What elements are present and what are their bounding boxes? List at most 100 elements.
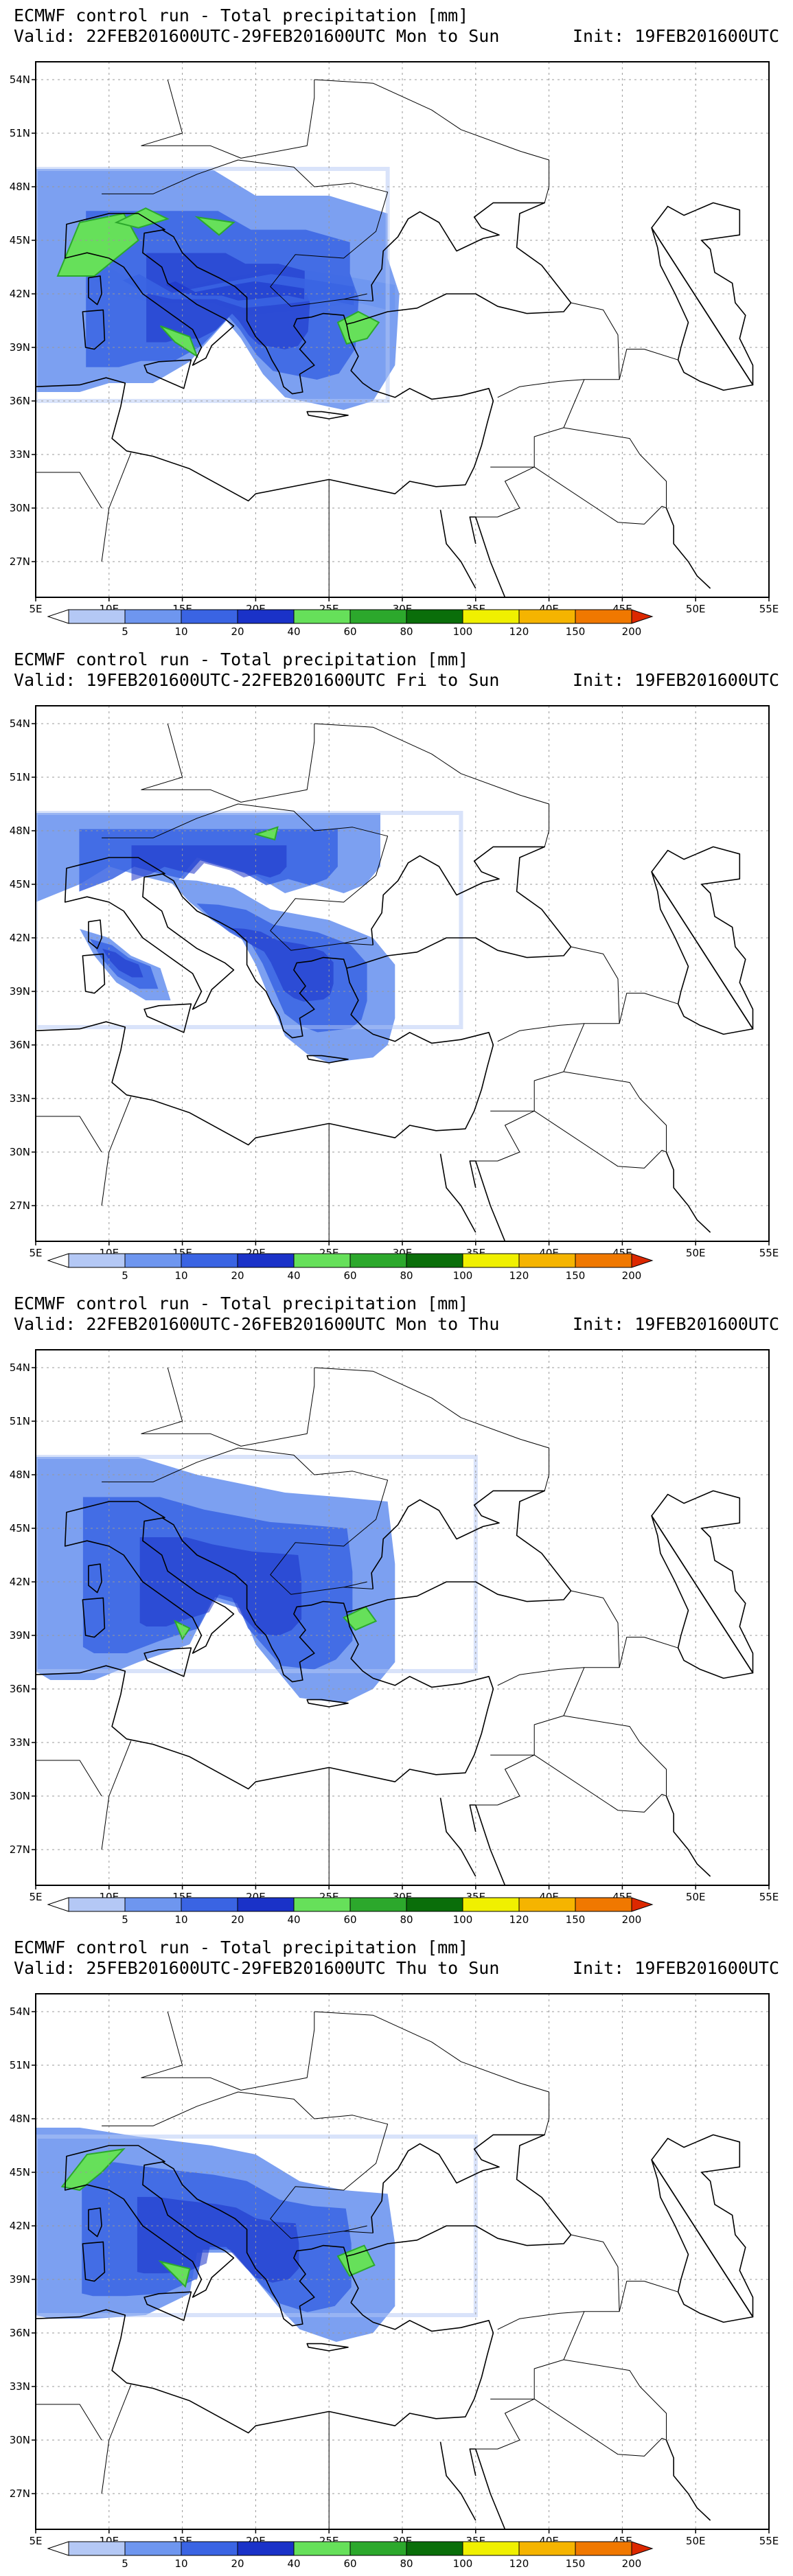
- lat-label: 42N: [10, 2220, 30, 2232]
- lat-label: 42N: [10, 1576, 30, 1588]
- lat-label: 48N: [10, 181, 30, 193]
- precip-field: [36, 2128, 478, 2342]
- map-panel: ECMWF control run - Total precipitation …: [0, 644, 793, 1288]
- valid-period: Valid: 25FEB201600UTC-29FEB201600UTC Thu…: [14, 1958, 500, 1978]
- lon-label: 5E: [29, 2535, 42, 2547]
- country-borders: [36, 1367, 678, 1885]
- lon-label: 50E: [686, 603, 706, 615]
- lat-label: 30N: [10, 2434, 30, 2446]
- legend-swatch: [237, 609, 295, 624]
- lat-label: 36N: [10, 2327, 30, 2339]
- legend-label: 120: [509, 1913, 529, 1926]
- lon-label: 50E: [686, 1891, 706, 1903]
- legend-label: 100: [453, 1269, 473, 1282]
- lat-label: 30N: [10, 1790, 30, 1802]
- legend-swatch: [462, 2541, 520, 2556]
- coastlines: [36, 2134, 754, 2529]
- lat-label: 33N: [10, 2380, 30, 2393]
- legend-label: 80: [400, 625, 413, 638]
- lat-label: 51N: [10, 771, 30, 783]
- legend-swatch: [349, 609, 407, 624]
- panel-title: ECMWF control run - Total precipitation …: [14, 1293, 469, 1313]
- legend-label: 60: [343, 1269, 356, 1282]
- lat-label: 48N: [10, 2113, 30, 2125]
- legend-swatch: [518, 2541, 576, 2556]
- lon-label: 5E: [29, 1891, 42, 1903]
- color-legend: 5 10 20 40 60 80 100 120 150 200: [47, 609, 654, 638]
- lon-label: 5E: [29, 1247, 42, 1259]
- lat-label: 39N: [10, 985, 30, 998]
- lat-label: 45N: [10, 1522, 30, 1534]
- coastlines: [36, 1490, 754, 1885]
- country-borders: [36, 79, 678, 597]
- legend-label: 10: [174, 625, 187, 638]
- valid-period: Valid: 19FEB201600UTC-22FEB201600UTC Fri…: [14, 670, 500, 690]
- legend-label: 80: [400, 2557, 413, 2570]
- lon-label: 50E: [686, 1247, 706, 1259]
- legend-swatch: [518, 1253, 576, 1268]
- legend-swatch: [462, 609, 520, 624]
- lat-label: 39N: [10, 1629, 30, 1642]
- legend-label: 150: [566, 625, 586, 638]
- legend-swatch: [293, 2541, 351, 2556]
- legend-label: 150: [566, 1269, 586, 1282]
- legend-label: 60: [343, 1913, 356, 1926]
- legend-label: 100: [453, 2557, 473, 2570]
- legend-swatch: [406, 1253, 463, 1268]
- panel-title: ECMWF control run - Total precipitation …: [14, 649, 469, 669]
- legend-label: 200: [622, 1269, 642, 1282]
- legend-label: 5: [122, 1269, 128, 1282]
- legend-swatch: [518, 1897, 576, 1912]
- legend-swatch: [124, 1897, 182, 1912]
- color-legend: 5 10 20 40 60 80 100 120 150 200: [47, 1253, 654, 1282]
- lat-label: 51N: [10, 1415, 30, 1427]
- legend-swatch: [181, 2541, 238, 2556]
- legend-swatch: [575, 609, 632, 624]
- lat-label: 45N: [10, 878, 30, 890]
- legend-swatch: [518, 609, 576, 624]
- country-borders: [36, 723, 678, 1241]
- precip-field: [36, 167, 400, 410]
- legend-swatch: [575, 1253, 632, 1268]
- legend-label: 40: [287, 1913, 300, 1926]
- lat-label: 39N: [10, 2273, 30, 2286]
- legend-swatch: [124, 2541, 182, 2556]
- lat-label: 36N: [10, 395, 30, 407]
- map-panel: ECMWF control run - Total precipitation …: [0, 1288, 793, 1932]
- lat-label: 54N: [10, 717, 30, 730]
- legend-label: 60: [343, 2557, 356, 2570]
- legend-label: 80: [400, 1913, 413, 1926]
- legend-label: 10: [174, 2557, 187, 2570]
- legend-swatch: [293, 609, 351, 624]
- legend-label: 80: [400, 1269, 413, 1282]
- init-time: Init: 19FEB201600UTC: [572, 26, 779, 46]
- lat-label: 33N: [10, 1092, 30, 1105]
- lat-label: 27N: [10, 1199, 30, 1212]
- lat-label: 48N: [10, 825, 30, 837]
- legend-label: 120: [509, 2557, 529, 2570]
- legend-swatch: [406, 1897, 463, 1912]
- legend-label: 60: [343, 625, 356, 638]
- legend-swatch: [293, 1897, 351, 1912]
- lat-label: 36N: [10, 1039, 30, 1051]
- legend-swatch: [349, 2541, 407, 2556]
- legend-swatch: [349, 1253, 407, 1268]
- lat-label: 48N: [10, 1469, 30, 1481]
- legend-swatch: [462, 1897, 520, 1912]
- lat-label: 51N: [10, 127, 30, 139]
- lon-label: 55E: [759, 603, 779, 615]
- lon-label: 55E: [759, 1891, 779, 1903]
- legend-swatch: [293, 1253, 351, 1268]
- lat-label: 27N: [10, 1843, 30, 1856]
- legend-swatch: [181, 1897, 238, 1912]
- legend-label: 40: [287, 625, 300, 638]
- valid-period: Valid: 22FEB201600UTC-29FEB201600UTC Mon…: [14, 26, 500, 46]
- legend-swatch: [349, 1897, 407, 1912]
- lat-label: 30N: [10, 502, 30, 514]
- lat-label: 27N: [10, 555, 30, 568]
- country-borders: [36, 2011, 678, 2529]
- color-legend: 5 10 20 40 60 80 100 120 150 200: [47, 1897, 654, 1926]
- lat-label: 33N: [10, 448, 30, 461]
